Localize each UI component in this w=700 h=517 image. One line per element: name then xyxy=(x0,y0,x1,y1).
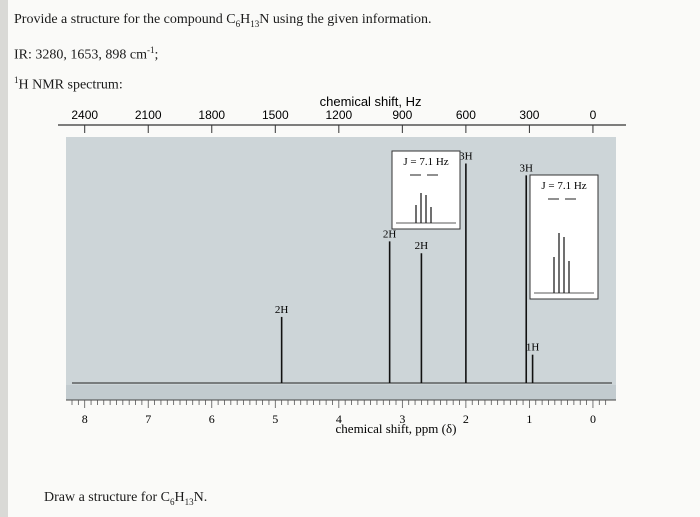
bottom-tick-label: 2 xyxy=(463,412,469,426)
peak-integration-label: 3H xyxy=(520,162,534,174)
top-tick-label: 300 xyxy=(519,108,539,122)
answer-prompt: Draw a structure for C6H13N. xyxy=(44,490,208,507)
top-axis-title: chemical shift, Hz xyxy=(320,94,422,109)
page-edge-strip xyxy=(0,0,8,517)
bottom-ppm-axis: 8 7 6 5 4 3 2 1 0 chemical shift, ppm (δ) xyxy=(66,399,616,436)
peak-integration-label: 2H xyxy=(383,228,397,240)
top-tick-label: 1200 xyxy=(325,108,352,122)
nmr-heading: 1H NMR spectrum: xyxy=(14,75,123,93)
peak-integration-label: 2H xyxy=(275,304,289,316)
coupling-constant-label: J = 7.1 Hz xyxy=(403,156,448,168)
top-tick-label: 900 xyxy=(392,108,412,122)
spectrum-trace: 2H 2H 2H 3H 3H 1H xyxy=(72,151,612,384)
bottom-tick-label: 8 xyxy=(82,412,88,426)
top-tick-label: 2100 xyxy=(135,108,162,122)
bottom-tick-label: 1 xyxy=(526,412,532,426)
ir-data: IR: 3280, 1653, 898 cm-1; xyxy=(14,45,159,63)
bottom-tick-label: 3 xyxy=(399,412,405,426)
top-tick-label: 0 xyxy=(590,108,597,122)
top-hz-axis: 2400 2100 1800 1500 1200 900 600 300 0 chemical s… xyxy=(58,94,626,133)
top-tick-label: 600 xyxy=(456,108,476,122)
problem-title: Provide a structure for the compound C6H… xyxy=(14,12,432,29)
coupling-insets: J = 7.1 Hz J = 7.1 Hz xyxy=(391,150,599,300)
bottom-axis-title: chemical shift, ppm (δ) xyxy=(336,421,457,436)
coupling-constant-label: J = 7.1 Hz xyxy=(541,180,586,192)
top-tick-label: 1500 xyxy=(262,108,289,122)
bottom-tick-label: 4 xyxy=(336,412,342,426)
top-tick-label: 1800 xyxy=(198,108,225,122)
bottom-tick-label: 0 xyxy=(590,412,596,426)
nmr-spectrum-chart: 2400 2100 1800 1500 1200 900 600 300 0 chemical s… xyxy=(58,94,626,436)
peak-integration-label: 3H xyxy=(459,151,473,163)
top-tick-label: 2400 xyxy=(71,108,98,122)
peak-integration-label: 1H xyxy=(526,342,540,354)
bottom-band xyxy=(66,385,616,400)
bottom-tick-label: 7 xyxy=(145,412,151,426)
bottom-tick-label: 5 xyxy=(272,412,278,426)
plot-area xyxy=(66,137,616,399)
peak-integration-label: 2H xyxy=(415,240,429,252)
bottom-tick-label: 6 xyxy=(209,412,215,426)
